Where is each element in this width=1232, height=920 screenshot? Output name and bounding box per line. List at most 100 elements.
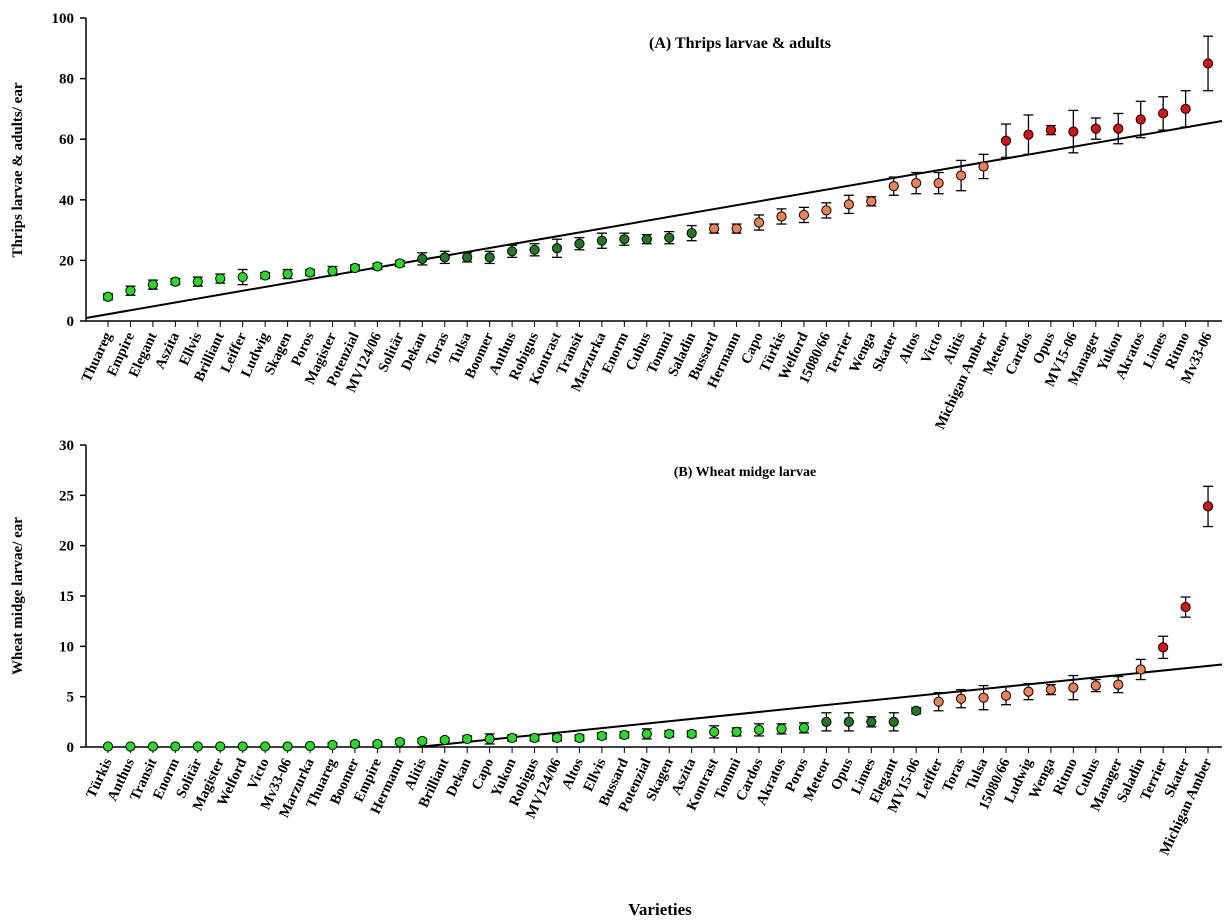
y-tick-label: 20	[59, 253, 74, 269]
y-tick-label: 0	[67, 740, 75, 756]
data-point	[1023, 129, 1034, 140]
data-point	[394, 258, 405, 269]
data-point	[529, 244, 540, 255]
data-point	[506, 246, 518, 257]
data-point	[821, 716, 832, 727]
data-point	[978, 161, 989, 172]
data-point	[1113, 679, 1124, 690]
data-point	[417, 253, 428, 264]
data-point	[1113, 123, 1124, 134]
data-point	[192, 741, 203, 752]
data-point	[574, 238, 585, 249]
data-point	[1158, 108, 1169, 119]
data-point	[372, 261, 383, 272]
data-point	[1180, 601, 1191, 613]
data-point	[529, 732, 540, 744]
y-tick-label: 20	[59, 539, 74, 555]
data-point	[304, 740, 316, 752]
data-point	[417, 735, 428, 747]
data-point	[709, 223, 720, 234]
data-point	[170, 741, 181, 752]
data-point	[215, 741, 226, 752]
y-tick-label: 40	[59, 193, 74, 209]
data-point	[282, 741, 293, 752]
y-tick-label: 60	[59, 132, 74, 148]
data-point	[1000, 690, 1012, 701]
data-point	[327, 265, 338, 277]
y-tick-label: 10	[59, 639, 74, 655]
data-point	[731, 726, 742, 738]
panel-a-thrips: 020406080100ThuaregEmpireElegantAszitaEl…	[10, 11, 1223, 432]
data-point	[956, 693, 967, 704]
data-point	[260, 741, 271, 752]
data-point	[843, 716, 854, 727]
data-point	[753, 724, 765, 735]
data-point	[1045, 684, 1057, 695]
data-point	[282, 268, 293, 280]
data-point	[462, 733, 473, 745]
data-point	[866, 196, 877, 207]
data-point	[888, 716, 899, 727]
data-point	[1023, 686, 1034, 697]
y-tick-label: 100	[52, 11, 75, 27]
data-point	[1158, 642, 1169, 653]
data-point	[1180, 103, 1191, 115]
data-point	[260, 270, 271, 281]
data-point	[170, 276, 181, 287]
data-point	[304, 267, 316, 278]
data-point	[372, 738, 383, 750]
data-point	[551, 732, 563, 744]
data-point	[664, 728, 675, 740]
data-point	[731, 223, 742, 234]
data-point	[439, 252, 450, 263]
data-point	[933, 178, 944, 189]
data-point	[1090, 123, 1101, 134]
data-point	[1202, 58, 1214, 69]
data-point	[147, 279, 158, 290]
y-axis-label: Wheat midge larvae/ ear	[10, 517, 26, 675]
data-point	[1000, 135, 1012, 146]
y-axis-label: Thrips larvae & adults/ ear	[10, 82, 26, 257]
chart-title: (B) Wheat midge larvae	[674, 465, 816, 480]
data-point	[192, 276, 203, 287]
data-point	[776, 723, 787, 734]
data-point	[709, 726, 720, 738]
y-tick-label: 0	[67, 314, 75, 330]
x-axis-label: Varieties	[628, 900, 692, 919]
data-point	[686, 728, 697, 740]
data-point	[484, 252, 495, 263]
data-point	[1135, 664, 1146, 675]
data-point	[215, 273, 226, 284]
data-point	[484, 733, 495, 745]
data-point	[798, 209, 810, 221]
data-point	[147, 741, 158, 752]
data-point	[596, 235, 608, 246]
data-point	[237, 741, 248, 752]
data-point	[506, 732, 518, 744]
data-point	[888, 181, 899, 192]
data-point	[125, 285, 136, 296]
data-point	[1045, 125, 1057, 136]
data-point	[978, 692, 989, 703]
data-point	[798, 722, 810, 733]
data-point	[327, 739, 338, 751]
y-tick-label: 5	[67, 690, 75, 706]
y-tick-label: 80	[59, 72, 74, 88]
data-point	[641, 728, 652, 740]
data-point	[619, 234, 630, 245]
data-point	[821, 205, 832, 216]
data-point	[125, 741, 136, 752]
data-point	[439, 734, 450, 746]
data-point	[776, 211, 787, 222]
panel-b-wheat-midge: 051015202530TürkisAnthusTransitEnormSoli…	[10, 438, 1223, 858]
data-point	[102, 741, 114, 752]
data-point	[956, 170, 967, 181]
data-point	[1068, 126, 1079, 137]
x-tick-label: Toras	[423, 330, 452, 369]
data-point	[349, 738, 361, 750]
y-tick-label: 25	[59, 488, 74, 504]
data-point	[1135, 114, 1146, 125]
x-tick-label: Toras	[939, 756, 968, 795]
data-point	[237, 271, 248, 283]
